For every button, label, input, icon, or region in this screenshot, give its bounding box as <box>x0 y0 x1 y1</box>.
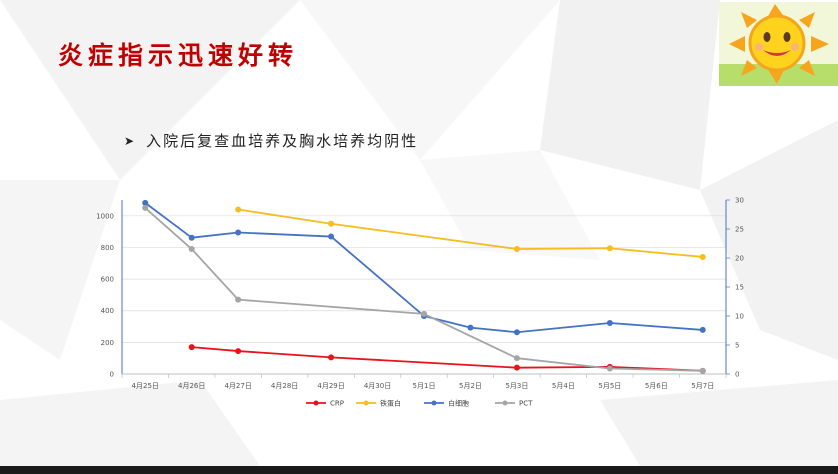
x-tick-label: 4月27日 <box>224 382 251 390</box>
data-point <box>188 344 195 351</box>
y-right-tick-label: 5 <box>735 342 739 350</box>
data-point <box>513 355 520 362</box>
y-right-tick-label: 10 <box>735 313 744 321</box>
legend-marker <box>363 400 369 406</box>
x-tick-label: 4月29日 <box>317 382 344 390</box>
y-left-tick-label: 200 <box>101 339 114 347</box>
x-tick-label: 4月30日 <box>364 382 391 390</box>
x-tick-label: 4月26日 <box>178 382 205 390</box>
x-tick-label: 5月1日 <box>413 382 436 390</box>
x-tick-label: 5月7日 <box>691 382 714 390</box>
data-point <box>188 246 195 253</box>
sun-logo-icon <box>719 2 838 86</box>
legend-label: 白细胞 <box>448 399 469 408</box>
data-point <box>699 253 706 260</box>
legend-marker <box>431 400 437 406</box>
data-point <box>235 206 242 213</box>
data-point <box>699 326 706 333</box>
x-tick-label: 5月5日 <box>598 382 621 390</box>
x-tick-label: 5月2日 <box>459 382 482 390</box>
x-tick-label: 5月4日 <box>552 382 575 390</box>
y-left-tick-label: 400 <box>101 307 114 315</box>
y-left-tick-label: 800 <box>101 244 114 252</box>
y-left-tick-label: 600 <box>101 276 114 284</box>
x-tick-label: 5月3日 <box>505 382 528 390</box>
legend-label: 铁蛋白 <box>380 399 401 408</box>
x-tick-label: 4月25日 <box>132 382 159 390</box>
data-point <box>235 229 242 236</box>
x-tick-label: 5月6日 <box>645 382 668 390</box>
y-right-tick-label: 30 <box>735 197 744 205</box>
y-left-tick-label: 0 <box>110 371 114 379</box>
legend-label: CRP <box>330 400 344 408</box>
data-point <box>188 234 195 241</box>
data-point <box>142 199 149 206</box>
data-point <box>513 364 520 371</box>
bullet-item: ➤ 入院后复查血培养及胸水培养均阴性 <box>124 130 418 151</box>
slide-title: 炎症指示迅速好转 <box>58 41 299 70</box>
y-right-tick-label: 25 <box>735 226 744 234</box>
legend-marker <box>313 400 319 406</box>
series-line-CRP <box>191 346 703 372</box>
series-line-PCT <box>144 207 703 372</box>
data-point <box>699 367 706 374</box>
y-right-tick-label: 0 <box>735 371 739 379</box>
series-line-铁蛋白 <box>238 208 703 258</box>
data-point <box>235 296 242 303</box>
data-point <box>513 329 520 336</box>
data-point <box>328 233 335 240</box>
arrow-bullet-icon: ➤ <box>124 134 137 148</box>
data-point <box>513 246 520 253</box>
bullet-text: 入院后复查血培养及胸水培养均阴性 <box>146 132 419 150</box>
data-point <box>606 319 613 326</box>
data-point <box>421 310 427 317</box>
data-point <box>142 204 149 211</box>
x-tick-label: 4月28日 <box>271 382 298 390</box>
data-point <box>328 220 335 227</box>
data-point <box>328 354 335 361</box>
y-right-tick-label: 15 <box>735 284 744 292</box>
data-point <box>467 324 474 331</box>
data-point <box>606 365 613 372</box>
data-point <box>235 348 242 355</box>
y-left-tick-label: 1000 <box>96 212 114 220</box>
legend-marker <box>502 400 508 406</box>
bottom-bar <box>0 466 838 474</box>
data-point <box>606 245 613 252</box>
legend-label: PCT <box>519 400 533 408</box>
y-right-tick-label: 20 <box>735 255 744 263</box>
